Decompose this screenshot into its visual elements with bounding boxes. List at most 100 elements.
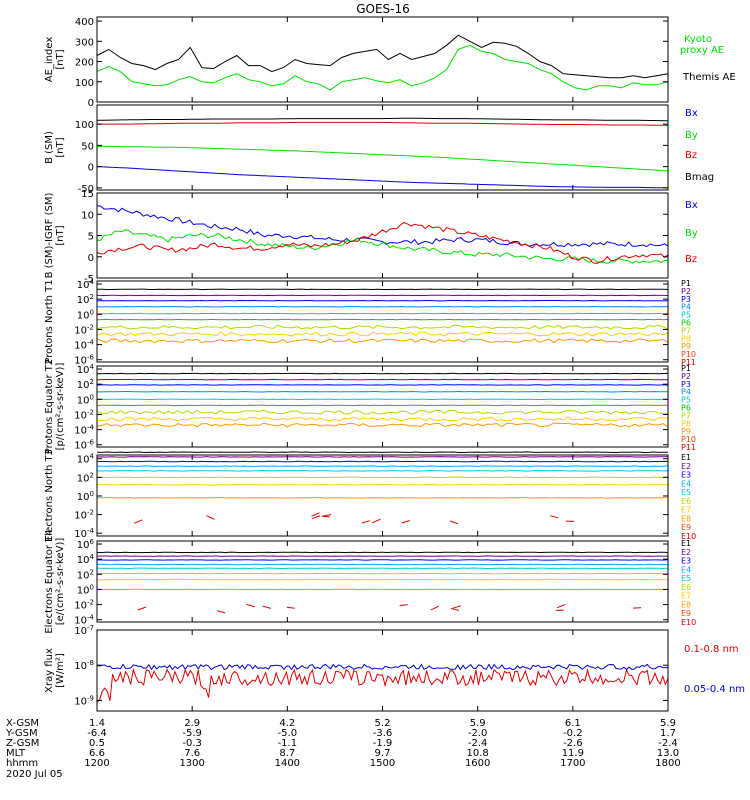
ytick-label: 10-4 bbox=[74, 339, 94, 352]
series-bmag bbox=[96, 117, 668, 122]
ytick-label: 104 bbox=[77, 553, 95, 566]
legend-e2: E2 bbox=[681, 462, 691, 471]
legend-e10: E10 bbox=[681, 618, 696, 627]
fragment-e10 bbox=[311, 515, 321, 520]
series-p6 bbox=[96, 404, 668, 407]
panel-6-flux: 106 104 102 100 10-2 10-4 Electrons Equator T4… bbox=[44, 529, 696, 633]
xaxis-tick-x-gsm: 5.9 bbox=[660, 718, 676, 729]
series-e3 bbox=[96, 460, 669, 463]
panel-7-frame bbox=[96, 629, 669, 712]
panel-0-ylabel: AE_index[nT] bbox=[44, 37, 66, 83]
xaxis-tick-y-gsm: -0.2 bbox=[563, 728, 583, 739]
xaxis-rowlabel-y-gsm: Y-GSM bbox=[5, 728, 38, 739]
fragment-e10 bbox=[311, 512, 320, 517]
xaxis-tick-z-gsm: -2.4 bbox=[468, 738, 488, 749]
xaxis-tick-mlt: 10.8 bbox=[467, 748, 489, 759]
series-kyoto-proxy-ae bbox=[96, 44, 669, 91]
ytick-label: 10-4 bbox=[74, 424, 94, 437]
ytick-label: 100 bbox=[75, 120, 94, 131]
ytick-label: 10 bbox=[81, 210, 94, 221]
legend-e1: E1 bbox=[681, 539, 691, 548]
panel-3-frame bbox=[96, 280, 669, 363]
legend-e9: E9 bbox=[681, 523, 691, 532]
xaxis-rowlabel-mlt: MLT bbox=[6, 748, 26, 759]
ytick-label: 0 bbox=[88, 163, 94, 174]
legend-p7: P7 bbox=[681, 411, 691, 420]
series-bz bbox=[96, 221, 669, 265]
panel-2-ylabel: B (SM)-IGRF (SM)[nT] bbox=[44, 193, 66, 279]
series-p7 bbox=[96, 324, 669, 330]
xaxis-tick-mlt: 7.6 bbox=[184, 748, 200, 759]
legend-e9: E9 bbox=[681, 609, 691, 618]
ytick-label: 100 bbox=[75, 78, 94, 89]
series-p5 bbox=[97, 312, 669, 315]
legend-e8: E8 bbox=[681, 514, 691, 523]
series-p2 bbox=[96, 378, 669, 381]
ytick-label: 104 bbox=[77, 363, 95, 376]
xaxis-tick-y-gsm: -6.4 bbox=[87, 728, 107, 739]
series-p9 bbox=[96, 422, 669, 428]
xaxis-tick-z-gsm: -1.1 bbox=[278, 738, 298, 749]
legend-p8: P8 bbox=[681, 419, 691, 428]
xaxis-tick-y-gsm: 1.7 bbox=[660, 728, 676, 739]
ytick-label: 102 bbox=[77, 568, 94, 581]
panel-1-ylabel: B (SM)[nT] bbox=[44, 131, 66, 164]
panel-6-frame bbox=[96, 540, 669, 623]
xaxis-tick-x-gsm: 5.2 bbox=[375, 718, 391, 729]
ytick-label: 10-2 bbox=[74, 599, 94, 612]
ytick-label: 300 bbox=[75, 37, 94, 48]
fragment-e10 bbox=[430, 605, 440, 611]
ytick-label: 104 bbox=[77, 453, 95, 466]
panel-3-ylabel: Protons North T1 bbox=[44, 279, 55, 363]
legend-bx: Bx bbox=[685, 200, 698, 211]
xaxis-tick-z-gsm: -2.4 bbox=[658, 738, 678, 749]
ytick-label: 10-7 bbox=[74, 624, 94, 637]
panel-5-frame bbox=[96, 454, 669, 537]
ytick-label: 100 bbox=[77, 583, 94, 596]
series-0-1-0-8-nm bbox=[96, 667, 669, 703]
series-bx bbox=[96, 205, 669, 248]
legend-p5: P5 bbox=[681, 311, 691, 320]
ytick-label: 50 bbox=[81, 141, 94, 152]
legend-p7: P7 bbox=[681, 326, 691, 335]
panel-1-bfield: -50 0 50 100 B (SM)[nT] Bx By Bz Bmag bbox=[44, 104, 714, 195]
ytick-label: 0 bbox=[88, 253, 94, 264]
xaxis-tick-hhmm: 1600 bbox=[465, 758, 490, 769]
xaxis-tick-x-gsm: 5.9 bbox=[470, 718, 486, 729]
series-themis-ae bbox=[96, 34, 669, 79]
panel-2-bfield: -5 0 5 10 15 B (SM)-IGRF (SM)[nT] Bx By Bz bbox=[44, 189, 698, 285]
legend-p1: P1 bbox=[681, 279, 691, 288]
legend-bx: Bx bbox=[685, 108, 698, 119]
ytick-label: 10-6 bbox=[74, 439, 94, 452]
legend-p11: P11 bbox=[681, 443, 696, 452]
legend-e2: E2 bbox=[681, 548, 691, 557]
fragment-e10 bbox=[401, 520, 410, 524]
series-e4 bbox=[97, 465, 669, 468]
series-bz bbox=[97, 121, 669, 126]
xaxis-tick-y-gsm: -5.0 bbox=[278, 728, 298, 739]
legend-p3: P3 bbox=[681, 380, 691, 389]
legend-e8: E8 bbox=[681, 600, 691, 609]
series-p8 bbox=[96, 416, 669, 422]
series-e1 bbox=[96, 551, 669, 554]
ytick-label: 10-2 bbox=[74, 408, 94, 421]
panel-4-flux: 104 102 100 10-2 10-4 10-6 Protons Equator T2[… bbox=[44, 359, 696, 455]
xaxis-tick-mlt: 9.7 bbox=[375, 748, 391, 759]
legend-e7: E7 bbox=[681, 506, 691, 515]
legend-e3: E3 bbox=[681, 471, 691, 480]
ytick-label: 100 bbox=[77, 308, 94, 321]
panel-2-frame bbox=[96, 192, 669, 279]
legend-e5: E5 bbox=[681, 488, 691, 497]
legend-themis: Themis AE bbox=[682, 72, 736, 83]
fragment-e10 bbox=[137, 606, 147, 611]
ytick-label: 102 bbox=[77, 378, 94, 391]
legend-e6: E6 bbox=[681, 497, 691, 506]
xaxis-rowlabel-z-gsm: Z-GSM bbox=[6, 738, 39, 749]
ytick-label: -50 bbox=[78, 184, 94, 195]
ytick-label: 400 bbox=[75, 17, 94, 28]
ytick-label: 100 bbox=[77, 490, 94, 503]
ytick-label: 15 bbox=[81, 189, 94, 200]
ytick-label: 10-6 bbox=[74, 354, 94, 367]
panel-7-ylabel: Xray flux[W/m²] bbox=[44, 648, 66, 693]
